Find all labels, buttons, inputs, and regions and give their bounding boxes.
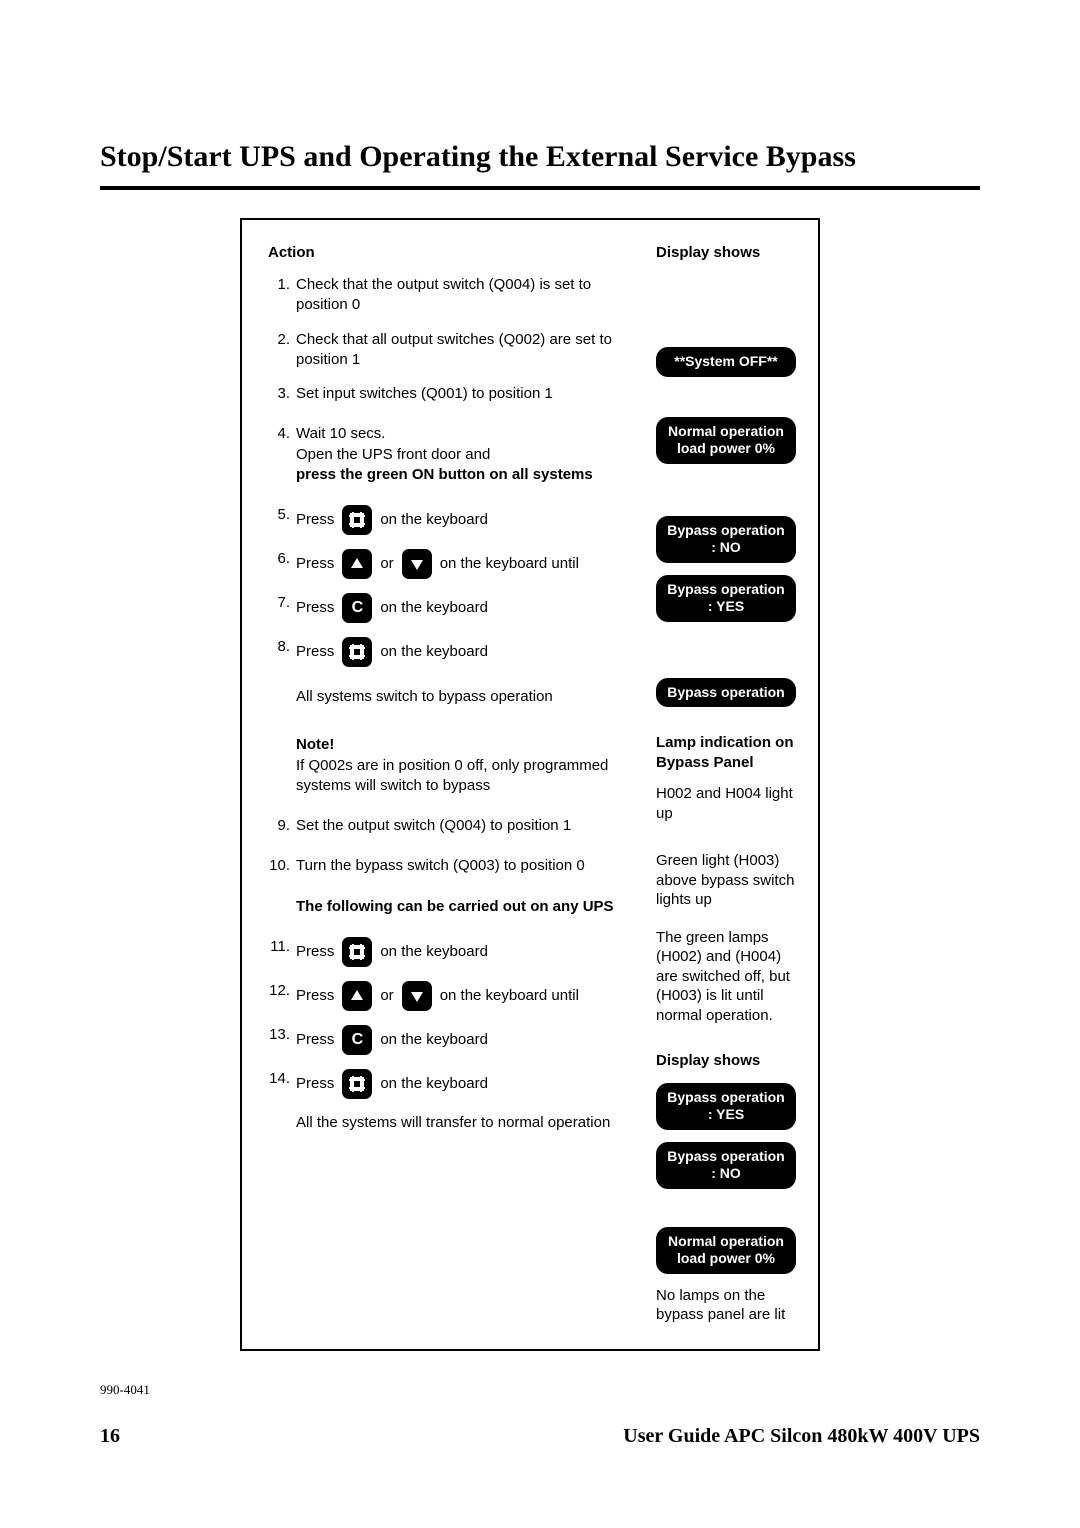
green-lamps-text: The green lamps (H002) and (H004) are sw…	[656, 928, 796, 1026]
guide-title: User Guide APC Silcon 480kW 400V UPS	[623, 1425, 980, 1448]
badge-bypass-yes: Bypass operation : YES	[656, 575, 796, 622]
display-shows-2: Display shows	[656, 1051, 796, 1071]
page-footer: 16 User Guide APC Silcon 480kW 400V UPS	[100, 1425, 980, 1448]
badge-system-off: **System OFF**	[656, 347, 796, 377]
no-lamps-text: No lamps on the bypass panel are lit	[656, 1286, 796, 1325]
step-14: 14. Press on the keyboard	[268, 1069, 638, 1099]
procedure-box: Action 1. Check that the output switch (…	[240, 218, 820, 1351]
doc-code: 990-4041	[100, 1382, 150, 1398]
menu-icon	[342, 1069, 372, 1099]
step-5: 5. Press on the keyboard	[268, 505, 638, 535]
badge-bypass-yes-2: Bypass operation : YES	[656, 1083, 796, 1130]
step-6: 6. Press or on the keyboard until	[268, 549, 638, 579]
badge-bypass: Bypass operation	[656, 678, 796, 708]
step-3: 3. Set input switches (Q001) to position…	[268, 384, 638, 404]
page-title: Stop/Start UPS and Operating the Externa…	[100, 140, 980, 174]
step-11: 11. Press on the keyboard	[268, 937, 638, 967]
up-arrow-icon	[342, 981, 372, 1011]
step-10: 10. Turn the bypass switch (Q003) to pos…	[268, 856, 638, 876]
display-column: Display shows **System OFF** Normal oper…	[656, 244, 796, 1325]
menu-icon	[342, 637, 372, 667]
note: Note! If Q002s are in position 0 off, on…	[268, 735, 638, 796]
badge-bypass-no-2: Bypass operation : NO	[656, 1142, 796, 1189]
action-column: Action 1. Check that the output switch (…	[268, 244, 638, 1325]
display-header: Display shows	[656, 244, 796, 261]
down-arrow-icon	[402, 981, 432, 1011]
step-2: 2. Check that all output switches (Q002)…	[268, 330, 638, 371]
step-13: 13. Press C on the keyboard	[268, 1025, 638, 1055]
step-4: 4. Wait 10 secs. Open the UPS front door…	[268, 424, 638, 485]
badge-normal-op: Normal operation load power 0%	[656, 417, 796, 464]
sub-header: The following can be carried out on any …	[268, 897, 638, 917]
badge-normal-op-2: Normal operation load power 0%	[656, 1227, 796, 1274]
step-8: 8. Press on the keyboard	[268, 637, 638, 667]
lamp-header: Lamp indication on Bypass Panel	[656, 733, 796, 772]
menu-icon	[342, 937, 372, 967]
page-number: 16	[100, 1425, 120, 1448]
down-arrow-icon	[402, 549, 432, 579]
up-arrow-icon	[342, 549, 372, 579]
badge-bypass-no: Bypass operation : NO	[656, 516, 796, 563]
step-8b: All systems switch to bypass operation	[268, 687, 638, 707]
menu-icon	[342, 505, 372, 535]
action-header: Action	[268, 244, 638, 261]
step-14b: All the systems will transfer to normal …	[268, 1113, 638, 1133]
step-12: 12. Press or on the keyboard until	[268, 981, 638, 1011]
c-key-icon: C	[342, 1025, 372, 1055]
c-key-icon: C	[342, 593, 372, 623]
step-9: 9. Set the output switch (Q004) to posit…	[268, 816, 638, 836]
title-rule	[100, 186, 980, 190]
green-light-text: Green light (H003) above bypass switch l…	[656, 851, 796, 910]
step-7: 7. Press C on the keyboard	[268, 593, 638, 623]
lamp-text: H002 and H004 light up	[656, 784, 796, 823]
step-1: 1. Check that the output switch (Q004) i…	[268, 275, 638, 316]
